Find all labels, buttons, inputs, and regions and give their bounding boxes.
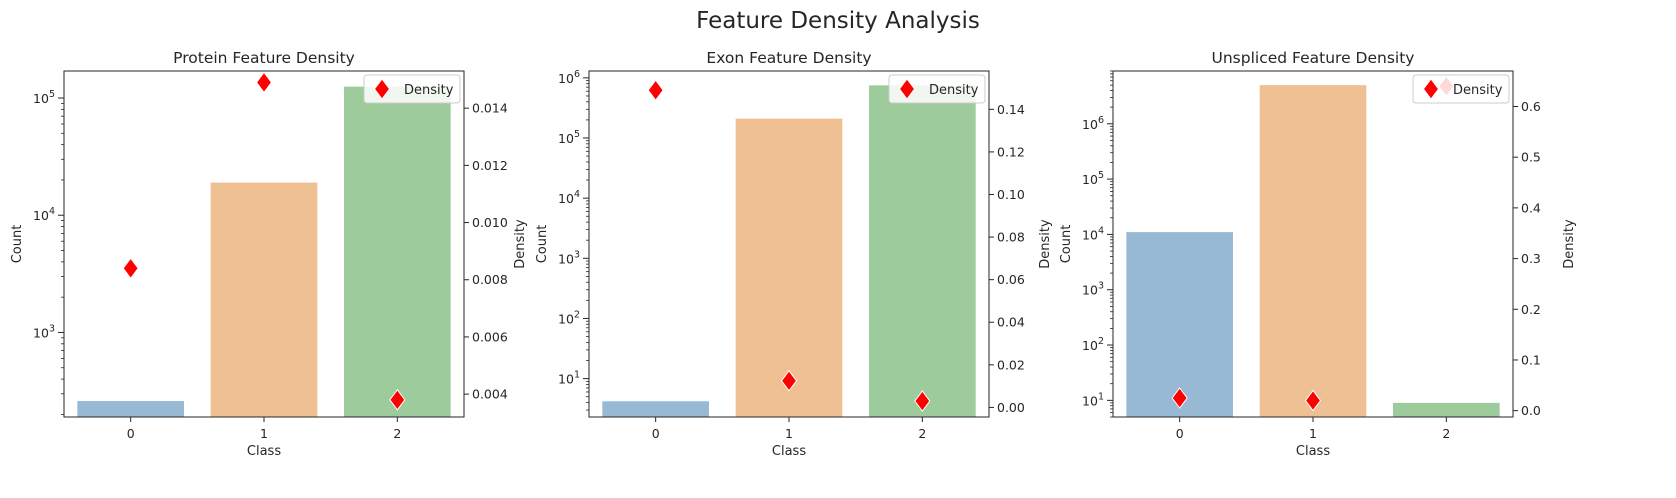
bar-class-0 <box>602 401 709 417</box>
chart-panel-1: 0 1 2 101 102 103 104 105 106 0.00 0.02 0.04 0.06 0.0… <box>535 49 1053 459</box>
y-axis-label: Count <box>535 225 550 264</box>
density-marker <box>122 257 139 280</box>
legend-box <box>1412 74 1510 104</box>
y-tick-label: 102 <box>1082 336 1104 353</box>
legend-box <box>363 74 461 104</box>
legend-marker <box>1422 78 1440 100</box>
y-axis-label: Count <box>10 225 25 264</box>
legend-label: Density <box>1453 83 1503 98</box>
x-tick-label: 0 <box>1176 426 1184 441</box>
bar-class-0 <box>1126 232 1233 417</box>
x-tick-label: 1 <box>1309 426 1317 441</box>
y2-tick-label: 0.012 <box>472 158 508 173</box>
y2-axis-label: Density <box>513 219 528 269</box>
bar-class-2 <box>344 86 451 417</box>
y2-tick-label: 0.5 <box>1521 150 1541 165</box>
y-tick-label: 104 <box>33 206 55 223</box>
density-marker <box>255 71 273 94</box>
density-marker <box>1171 387 1188 409</box>
legend-marker <box>898 78 916 100</box>
y-tick-label: 105 <box>1082 170 1104 187</box>
bar-class-1 <box>210 182 318 417</box>
panel-title: Protein Feature Density <box>173 49 355 67</box>
y2-axis-label: Density <box>1038 219 1053 269</box>
figure-suptitle: Feature Density Analysis <box>696 8 980 34</box>
x-axis-label: Class <box>772 444 806 459</box>
y2-tick-label: 0.014 <box>472 101 508 116</box>
y2-tick-label: 0.02 <box>997 357 1025 372</box>
x-tick-label: 1 <box>785 426 793 441</box>
y2-tick-label: 0.006 <box>472 329 508 344</box>
density-marker <box>389 389 406 411</box>
density-marker <box>647 79 664 101</box>
x-tick-label: 0 <box>127 426 135 441</box>
x-tick-label: 2 <box>1442 426 1450 441</box>
y2-tick-label: 0.010 <box>472 215 508 230</box>
legend-box <box>888 74 986 104</box>
bar-class-0 <box>77 401 184 417</box>
y-tick-label: 101 <box>1082 391 1104 408</box>
y2-tick-label: 0.08 <box>997 230 1025 245</box>
y2-tick-label: 0.2 <box>1521 302 1541 317</box>
y2-tick-label: 0.3 <box>1521 251 1541 266</box>
y-axis-label: Count <box>1059 225 1074 264</box>
y2-tick-label: 0.04 <box>997 315 1025 330</box>
density-marker <box>780 369 798 392</box>
x-axis-label: Class <box>1296 444 1330 459</box>
legend-label: Density <box>929 83 979 98</box>
x-tick-label: 1 <box>260 426 268 441</box>
x-tick-label: 0 <box>652 426 660 441</box>
legend-label: Density <box>404 83 454 98</box>
x-tick-label: 2 <box>918 426 926 441</box>
y2-axis-label: Density <box>1562 219 1577 269</box>
y-tick-label: 103 <box>33 323 55 340</box>
y2-tick-label: 0.06 <box>997 272 1025 287</box>
x-tick-label: 2 <box>393 426 401 441</box>
y-tick-label: 104 <box>558 189 580 206</box>
panel-title: Unspliced Feature Density <box>1212 49 1415 67</box>
y-tick-label: 105 <box>33 89 55 106</box>
y2-tick-label: 0.14 <box>997 102 1025 117</box>
y2-tick-label: 0.00 <box>997 400 1025 415</box>
y2-tick-label: 0.1 <box>1521 352 1541 367</box>
y2-tick-label: 0.004 <box>472 387 508 402</box>
y-tick-label: 106 <box>1082 115 1104 132</box>
legend-marker <box>373 78 391 100</box>
density-marker <box>1304 389 1322 412</box>
chart-panels: 0 1 21031041050.0040.0060.0080.0100.0120.0… <box>10 49 1577 459</box>
chart-panel-0: 0 1 2 103 104 105 0.004 0.006 0.008 0.010 0.012 0.0… <box>10 49 528 459</box>
y2-tick-label: 0.6 <box>1521 99 1541 114</box>
y-tick-label: 101 <box>558 370 580 387</box>
y-tick-label: 102 <box>558 309 580 326</box>
y2-tick-label: 0.10 <box>997 187 1025 202</box>
y-tick-label: 104 <box>1082 225 1104 242</box>
bar-class-1 <box>735 118 843 417</box>
bar-class-2 <box>869 85 976 418</box>
panel-title: Exon Feature Density <box>706 49 871 67</box>
x-axis-label: Class <box>247 444 281 459</box>
y2-tick-label: 0.008 <box>472 272 508 287</box>
bar-class-2 <box>1393 402 1500 417</box>
y2-tick-label: 0.4 <box>1521 200 1541 215</box>
y-tick-label: 103 <box>1082 281 1104 298</box>
y2-tick-label: 0.12 <box>997 144 1025 159</box>
chart-panel-2: 0 1 2 101 102 103 104 105 106 0.0 0.1 0.2 0.3 0.4 0.5 0… <box>1059 49 1577 459</box>
y-tick-label: 105 <box>558 129 580 146</box>
bar-class-1 <box>1259 85 1367 418</box>
y2-tick-label: 0.0 <box>1521 403 1541 418</box>
density-marker <box>914 390 931 412</box>
y-tick-label: 103 <box>558 249 580 266</box>
y-tick-label: 106 <box>558 69 580 86</box>
